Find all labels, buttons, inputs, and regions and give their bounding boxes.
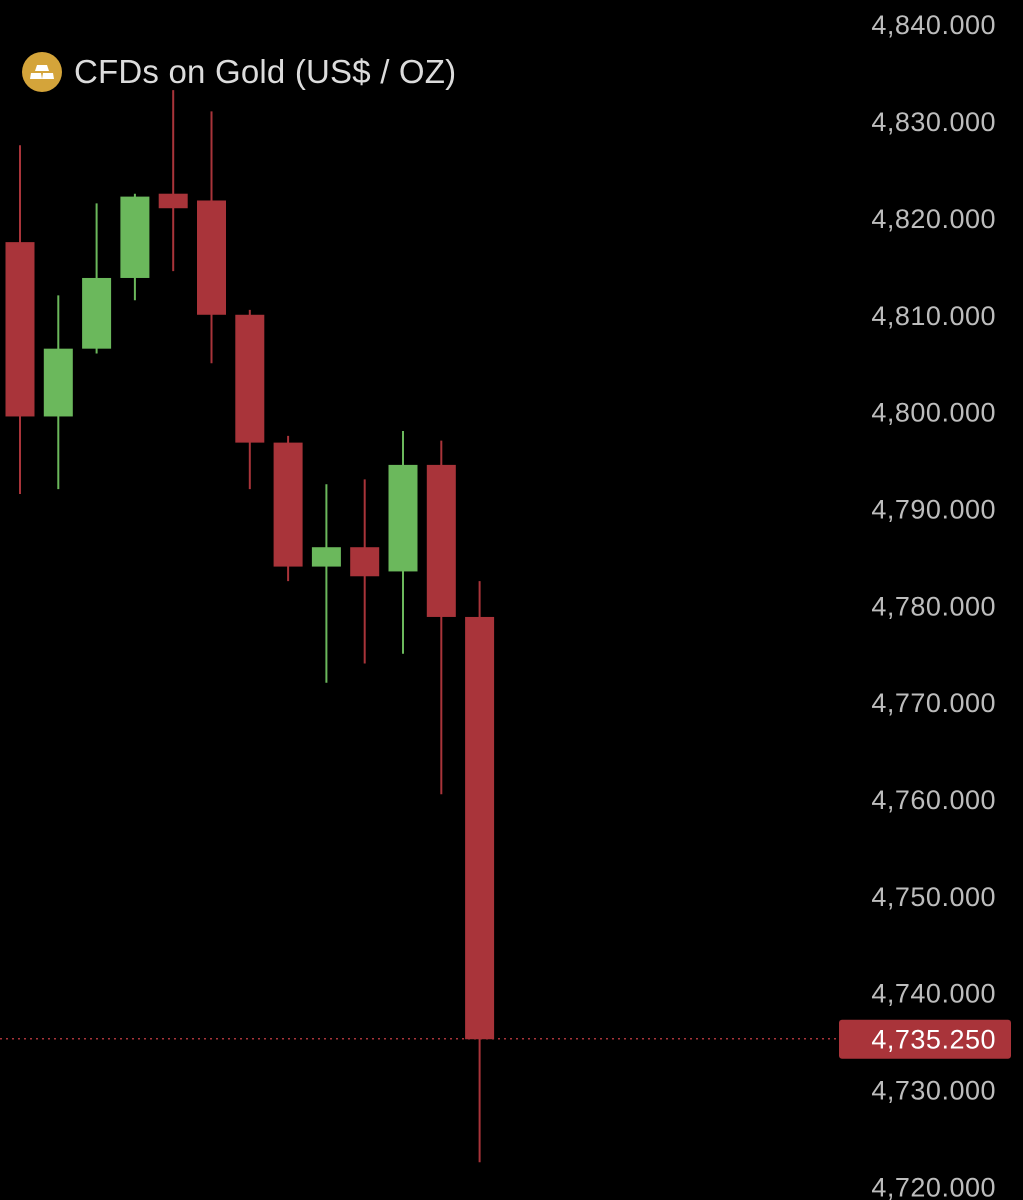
candle-body: [235, 314, 265, 443]
candles-layer: [5, 90, 495, 1163]
candle-down[interactable]: [273, 435, 303, 582]
candle-up[interactable]: [120, 193, 150, 301]
y-tick-label: 4,760.000: [871, 785, 996, 815]
candle-body: [158, 193, 188, 209]
gold-bars-icon[interactable]: [22, 52, 62, 92]
y-tick-label: 4,790.000: [871, 494, 996, 524]
y-tick-label: 4,750.000: [871, 882, 996, 912]
candle-body: [82, 277, 112, 349]
y-tick-label: 4,830.000: [871, 107, 996, 137]
chart-title: CFDs on Gold (US$ / OZ): [74, 53, 457, 90]
candle-body: [465, 616, 495, 1040]
candle-up[interactable]: [43, 295, 73, 490]
current-price-label-layer: 4,735.250: [839, 1019, 1011, 1059]
candle-body: [388, 464, 418, 572]
candle-down[interactable]: [426, 440, 456, 795]
candle-body: [311, 547, 341, 567]
y-axis[interactable]: 4,840.000 4,830.000 4,820.000 4,810.000 4,80…: [871, 10, 996, 1200]
y-tick-label: 4,730.000: [871, 1076, 996, 1106]
candle-body: [426, 464, 456, 617]
candle-body: [120, 196, 150, 278]
y-tick-label: 4,740.000: [871, 979, 996, 1009]
candle-down[interactable]: [350, 479, 380, 664]
candle-body: [43, 348, 73, 417]
y-tick-label: 4,820.000: [871, 204, 996, 234]
candle-down[interactable]: [235, 309, 265, 490]
y-tick-label: 4,800.000: [871, 398, 996, 428]
y-tick-label: 4,840.000: [871, 10, 996, 40]
candle-up[interactable]: [82, 203, 112, 354]
candle-body: [5, 242, 35, 417]
y-tick-label: 4,780.000: [871, 591, 996, 621]
current-price-badge: [839, 1019, 1011, 1059]
candle-body: [273, 442, 303, 567]
current-price-label: 4,735.250: [871, 1025, 996, 1055]
y-tick-label: 4,810.000: [871, 301, 996, 331]
candle-down[interactable]: [5, 145, 35, 494]
candle-up[interactable]: [311, 484, 341, 683]
y-tick-label: 4,720.000: [871, 1172, 996, 1200]
candle-body: [197, 200, 226, 315]
candle-down[interactable]: [465, 581, 495, 1163]
candle-down[interactable]: [158, 90, 188, 272]
chart-header: CFDs on Gold (US$ / OZ): [22, 50, 456, 94]
candle-body: [350, 547, 380, 577]
candle-up[interactable]: [388, 430, 418, 654]
candle-down[interactable]: [197, 111, 226, 364]
y-tick-label: 4,770.000: [871, 688, 996, 718]
